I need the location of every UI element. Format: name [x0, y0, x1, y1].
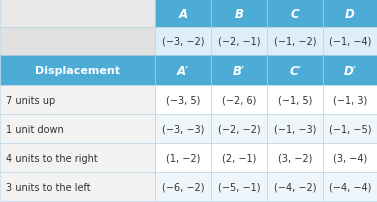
- Bar: [267, 172, 323, 201]
- Bar: [155, 143, 211, 172]
- Bar: [155, 86, 211, 115]
- Bar: [155, 172, 211, 201]
- Bar: [267, 143, 323, 172]
- Text: C: C: [291, 7, 299, 20]
- Bar: [211, 86, 267, 115]
- Text: (−1, 5): (−1, 5): [278, 95, 312, 105]
- Bar: [267, 56, 323, 86]
- Text: 3 units to the left: 3 units to the left: [6, 182, 90, 191]
- Bar: [267, 86, 323, 115]
- Text: A′: A′: [177, 64, 189, 77]
- Bar: [211, 115, 267, 143]
- Bar: [0, 115, 155, 143]
- Bar: [323, 86, 377, 115]
- Bar: [0, 56, 155, 86]
- Text: (−2, −1): (−2, −1): [218, 37, 260, 47]
- Bar: [323, 0, 377, 28]
- Bar: [211, 0, 267, 28]
- Text: (3, −2): (3, −2): [278, 153, 312, 163]
- Bar: [211, 28, 267, 56]
- Text: B′: B′: [233, 64, 245, 77]
- Text: (−1, −5): (−1, −5): [329, 124, 371, 134]
- Text: (−6, −2): (−6, −2): [162, 182, 204, 191]
- Text: 7 units up: 7 units up: [6, 95, 55, 105]
- Text: (−2, 6): (−2, 6): [222, 95, 256, 105]
- Text: (3, −4): (3, −4): [333, 153, 367, 163]
- Text: D′: D′: [343, 64, 356, 77]
- Bar: [323, 56, 377, 86]
- Text: (−3, −2): (−3, −2): [162, 37, 204, 47]
- Text: D: D: [345, 7, 355, 20]
- Bar: [211, 143, 267, 172]
- Text: (−3, −3): (−3, −3): [162, 124, 204, 134]
- Text: (−4, −2): (−4, −2): [274, 182, 316, 191]
- Text: (−2, −2): (−2, −2): [218, 124, 260, 134]
- Bar: [155, 56, 211, 86]
- Text: (−1, −3): (−1, −3): [274, 124, 316, 134]
- Text: (−4, −4): (−4, −4): [329, 182, 371, 191]
- Bar: [0, 86, 155, 115]
- Text: B: B: [234, 7, 244, 20]
- Bar: [155, 0, 211, 28]
- Text: (1, −2): (1, −2): [166, 153, 200, 163]
- Text: (2, −1): (2, −1): [222, 153, 256, 163]
- Bar: [211, 172, 267, 201]
- Text: (−5, −1): (−5, −1): [218, 182, 260, 191]
- Text: 1 unit down: 1 unit down: [6, 124, 63, 134]
- Bar: [323, 172, 377, 201]
- Bar: [0, 0, 155, 28]
- Bar: [267, 0, 323, 28]
- Text: C′: C′: [289, 64, 301, 77]
- Text: A: A: [178, 7, 188, 20]
- Bar: [0, 143, 155, 172]
- Text: Displacement: Displacement: [35, 66, 120, 76]
- Text: (−3, 5): (−3, 5): [166, 95, 200, 105]
- Bar: [155, 28, 211, 56]
- Bar: [267, 115, 323, 143]
- Bar: [323, 143, 377, 172]
- Text: 4 units to the right: 4 units to the right: [6, 153, 97, 163]
- Bar: [211, 56, 267, 86]
- Text: (−1, −2): (−1, −2): [274, 37, 316, 47]
- Bar: [0, 172, 155, 201]
- Bar: [323, 115, 377, 143]
- Bar: [0, 28, 155, 56]
- Bar: [323, 28, 377, 56]
- Bar: [267, 28, 323, 56]
- Bar: [155, 115, 211, 143]
- Text: (−1, −4): (−1, −4): [329, 37, 371, 47]
- Text: (−1, 3): (−1, 3): [333, 95, 367, 105]
